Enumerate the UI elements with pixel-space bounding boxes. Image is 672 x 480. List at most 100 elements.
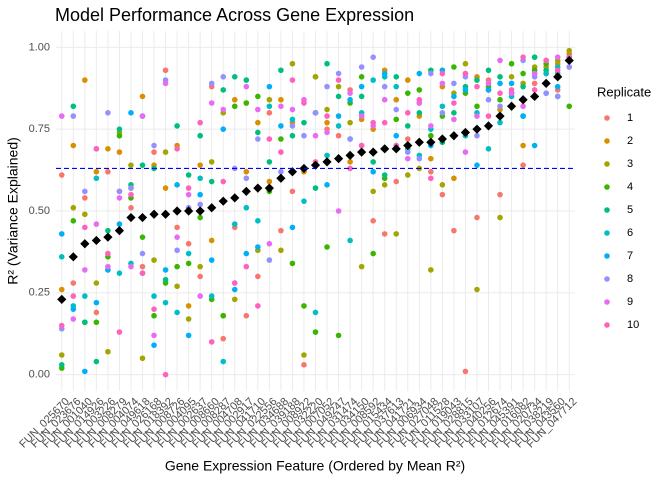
legend-swatch <box>604 230 610 236</box>
mean-marker <box>483 121 494 131</box>
point <box>428 168 434 175</box>
point <box>243 77 250 83</box>
point <box>197 201 203 208</box>
point <box>370 77 376 83</box>
point <box>381 119 388 126</box>
point <box>70 113 77 119</box>
point <box>93 280 100 286</box>
point <box>451 93 457 100</box>
point <box>243 312 250 319</box>
point <box>139 234 146 240</box>
point <box>162 371 169 378</box>
point <box>451 227 457 234</box>
point <box>162 185 169 191</box>
point <box>139 355 146 362</box>
point <box>347 237 353 244</box>
point <box>531 142 538 149</box>
y-tick-label: 0.25 <box>29 287 50 299</box>
point <box>439 80 446 87</box>
point <box>278 168 284 175</box>
point <box>554 67 561 74</box>
mean-marker <box>437 134 447 144</box>
point <box>497 119 503 126</box>
chart-title: Model Performance Across Gene Expression <box>55 5 414 25</box>
point <box>428 123 434 129</box>
point <box>93 146 100 152</box>
mean-marker <box>287 167 298 177</box>
point <box>474 162 480 168</box>
point <box>116 132 123 139</box>
point <box>497 96 503 103</box>
point <box>497 80 503 87</box>
point <box>208 237 215 244</box>
point <box>162 267 169 273</box>
point <box>266 96 273 103</box>
point <box>151 312 157 319</box>
legend-label: 4 <box>627 181 633 193</box>
point <box>289 224 296 231</box>
legend-label: 9 <box>627 296 633 308</box>
point <box>439 103 446 110</box>
point <box>312 74 319 80</box>
point <box>70 103 77 110</box>
point <box>439 70 446 77</box>
point <box>335 83 342 90</box>
point <box>358 83 365 90</box>
point <box>451 100 457 106</box>
point <box>393 178 400 185</box>
mean-marker <box>541 78 551 88</box>
point <box>174 283 180 290</box>
legend-swatch <box>604 138 610 144</box>
point <box>220 335 227 342</box>
point <box>404 172 411 178</box>
point <box>520 113 526 119</box>
point <box>220 126 227 132</box>
point <box>185 260 192 267</box>
point <box>139 93 146 100</box>
point <box>462 60 469 67</box>
point <box>58 254 65 260</box>
point <box>174 234 180 240</box>
point <box>358 74 365 80</box>
point <box>197 191 203 198</box>
point <box>174 247 180 254</box>
point <box>58 172 65 178</box>
point <box>531 87 538 93</box>
point <box>105 110 111 116</box>
point <box>220 312 227 319</box>
point <box>93 168 100 175</box>
point <box>289 123 296 129</box>
point <box>255 93 261 100</box>
y-tick-label: 0.00 <box>29 369 50 381</box>
point <box>278 227 284 234</box>
point <box>508 80 515 87</box>
y-tick-label: 0.75 <box>29 123 50 135</box>
point <box>381 172 388 178</box>
point <box>347 136 353 142</box>
point <box>197 175 203 182</box>
point <box>231 280 238 286</box>
legend-label: 5 <box>627 204 633 216</box>
point <box>82 319 88 326</box>
point <box>335 123 342 129</box>
point <box>347 96 353 103</box>
mean-marker <box>380 144 390 154</box>
point <box>474 113 480 119</box>
point <box>324 244 330 250</box>
point <box>543 70 549 77</box>
mean-marker <box>91 235 101 246</box>
mean-marker <box>103 232 113 242</box>
point <box>278 67 284 74</box>
point <box>404 123 411 129</box>
point <box>497 90 503 96</box>
point <box>220 106 227 113</box>
x-axis-title: Gene Expression Feature (Ordered by Mean… <box>165 458 465 474</box>
point <box>485 146 492 152</box>
point <box>116 329 123 335</box>
point <box>70 316 77 322</box>
mean-marker <box>114 226 125 236</box>
legend-swatch <box>604 253 610 259</box>
point <box>462 368 469 375</box>
legend-label: 1 <box>627 112 633 124</box>
point <box>416 87 423 93</box>
